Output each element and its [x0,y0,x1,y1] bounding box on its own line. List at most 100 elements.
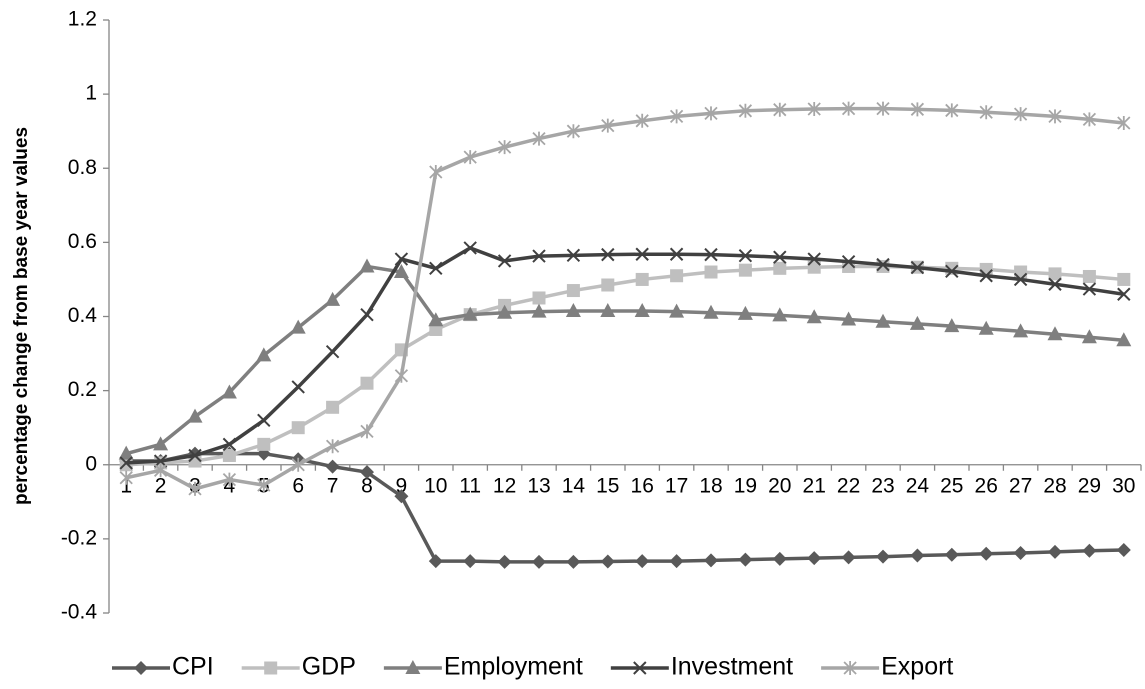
marker [1116,332,1132,347]
marker [359,258,375,273]
marker [737,305,753,320]
x-tick-label: 19 [734,474,757,497]
x-tick-label: 22 [837,474,860,497]
marker [429,261,443,276]
marker [841,101,856,116]
marker [291,457,305,472]
marker [532,249,546,263]
marker [257,437,271,451]
x-tick-label: 29 [1078,474,1101,497]
marker [1082,282,1097,296]
marker [1082,269,1096,283]
marker [497,304,513,319]
series-line [125,106,1124,491]
series-line [125,264,1124,456]
marker [325,345,340,359]
x-tick-label: 27 [1009,474,1032,497]
marker [222,472,237,487]
marker [532,554,546,569]
x-tick-label: 16 [631,474,654,497]
marker [1116,542,1131,557]
marker [566,248,581,263]
x-tick-label: 9 [396,474,408,497]
legend-item: Employment [383,653,583,681]
marker [188,481,202,496]
marker [807,101,821,116]
marker [1117,116,1131,131]
marker [601,118,615,133]
legend-label: Export [881,653,953,681]
legend-item: GDP [241,653,356,681]
marker [807,260,821,274]
marker [738,103,753,118]
marker [428,312,444,327]
y-axis-label: percentage change from base year values [11,127,32,505]
marker [1048,109,1062,124]
marker [635,113,649,128]
marker [463,241,477,255]
marker [979,546,994,561]
marker [462,306,478,321]
x-tick-label: 1 [120,474,132,497]
marker [841,550,856,565]
marker [669,109,684,124]
marker [1117,272,1131,286]
marker [876,101,890,116]
legend-label: Investment [671,653,793,681]
y-tick-label: 0 [85,452,97,475]
marker [944,547,959,562]
marker [635,247,649,261]
marker [429,322,443,336]
x-tick-label: 26 [975,474,998,497]
x-tick-label: 30 [1112,474,1135,497]
marker [394,489,409,504]
marker [1047,326,1063,341]
x-tick-label: 12 [493,474,516,497]
marker [187,408,203,423]
marker [1048,544,1062,559]
marker [497,554,512,569]
marker [738,552,753,567]
marker [394,252,409,266]
marker [806,309,822,324]
marker [1082,543,1097,558]
marker [119,458,133,472]
x-tick-label: 17 [665,474,688,497]
legend-label: Employment [444,653,583,681]
marker [738,249,753,263]
marker [532,131,546,146]
marker [1081,329,1097,344]
x-tick-label: 24 [906,474,930,497]
marker [153,463,168,478]
x-tick-label: 10 [424,474,447,497]
marker [600,302,616,317]
x-tick-label: 8 [361,474,373,497]
x-tick-label: 2 [155,474,167,497]
marker [291,380,305,394]
x-tick-label: 23 [871,474,894,497]
marker [773,102,787,117]
marker [704,106,718,121]
marker [429,164,443,179]
marker [876,549,890,564]
marker [875,313,891,328]
marker [979,269,993,283]
x-tick-label: 11 [459,474,481,497]
marker [945,103,959,118]
marker [1082,112,1097,127]
y-tick-label: 1 [85,82,97,105]
marker [635,272,649,286]
marker [264,661,278,675]
marker [188,448,202,463]
marker [843,661,857,675]
marker [221,384,237,399]
marker [772,551,787,566]
x-tick-label: 6 [292,474,304,497]
legend-label: GDP [302,653,356,681]
marker [566,124,581,139]
marker [738,263,752,277]
marker [565,302,581,317]
x-tick-label: 20 [768,474,791,497]
